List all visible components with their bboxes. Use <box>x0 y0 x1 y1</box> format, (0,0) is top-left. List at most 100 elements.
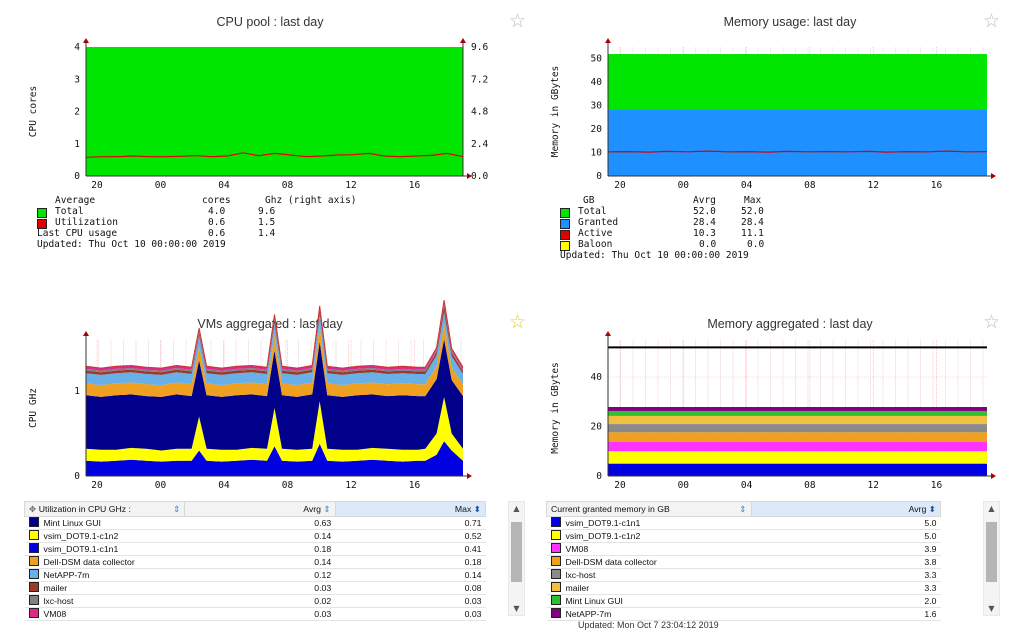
legend-label-granted: Granted <box>578 217 619 228</box>
vm-name: Mint Linux GUI <box>565 596 623 606</box>
y2-tick-label: 2.4 <box>471 139 488 150</box>
move-icon: ✥ <box>29 503 37 514</box>
legend-header-ghz: Ghz (right axis) <box>265 195 357 206</box>
table-row[interactable]: NetAPP-7m 1.6 <box>546 607 941 621</box>
y-axis-arrow <box>605 38 611 43</box>
column-header-name[interactable]: ✥ Utilization in CPU GHz : ⇕ <box>23 501 186 517</box>
memory-aggregated-chart: 0 20 40 20 00 04 08 12 16 Memory in GBytes <box>550 331 996 491</box>
table-row[interactable]: VM08 3.9 <box>546 542 941 556</box>
x-axis-arrow <box>991 173 996 179</box>
table-scrollbar[interactable]: ▲ ▼ <box>983 501 1000 616</box>
scroll-thumb[interactable] <box>511 522 522 582</box>
table-row[interactable]: vsim_DOT9.1-c1n1 5.0 <box>546 516 941 530</box>
table-scrollbar[interactable]: ▲ ▼ <box>508 501 525 616</box>
x-tick-label: 00 <box>155 480 167 491</box>
memory-granted-table: Current granted memory in GB ⇕ Avrg ⬍ vs… <box>546 501 942 621</box>
favorite-star-icon[interactable]: ☆ <box>509 311 527 333</box>
x-tick-label: 20 <box>614 480 626 491</box>
vm-avrg-cell: 0.63 <box>184 516 336 530</box>
scroll-down-icon[interactable]: ▼ <box>513 604 520 613</box>
table-row[interactable]: lxc-host 3.3 <box>546 568 941 582</box>
vm-name-cell: lxc-host <box>24 594 185 608</box>
x-tick-label: 00 <box>155 180 167 191</box>
y-axis-arrow <box>83 331 89 336</box>
legend-swatch-granted <box>560 219 570 229</box>
vm-max-cell: 0.18 <box>335 555 486 569</box>
vm-name: NetAPP-7m <box>43 570 90 580</box>
favorite-star-icon[interactable]: ☆ <box>509 10 527 32</box>
table-row[interactable]: Mint Linux GUI 2.0 <box>546 594 941 608</box>
legend-updated: Updated: Thu Oct 10 00:00:00 2019 <box>560 250 749 261</box>
sort-desc-icon: ⬍ <box>928 503 936 514</box>
table-row[interactable]: NetAPP-7m 0.12 0.14 <box>24 568 486 582</box>
column-header-label: Avrg <box>303 503 321 514</box>
vm-max-cell: 0.08 <box>335 581 486 595</box>
total-outline <box>85 300 464 369</box>
favorite-star-icon[interactable]: ☆ <box>983 311 1001 333</box>
favorite-star-icon[interactable]: ☆ <box>983 10 1001 32</box>
table-row[interactable]: VM08 0.03 0.03 <box>24 607 486 621</box>
scroll-up-icon[interactable]: ▲ <box>513 504 520 513</box>
y-tick-label: 20 <box>591 422 603 433</box>
table-row[interactable]: Dell-DSM data collector 3.8 <box>546 555 941 569</box>
table-row[interactable]: Mint Linux GUI 0.63 0.71 <box>24 516 486 530</box>
series-band-vsim-dot9-1-c1n1 <box>608 463 987 476</box>
legend-label-total: Total <box>55 206 84 217</box>
table-row[interactable]: vsim_DOT9.1-c1n2 0.14 0.52 <box>24 529 486 543</box>
y2-tick-label: 0.0 <box>471 171 488 182</box>
y-tick-label: 10 <box>591 148 603 159</box>
column-header-label: Current granted memory in GB <box>551 503 670 514</box>
legend-header-cores: cores <box>202 195 231 206</box>
column-header-name[interactable]: Current granted memory in GB ⇕ <box>546 501 752 517</box>
series-line-utilization <box>85 152 464 158</box>
table-row[interactable]: mailer 0.03 0.08 <box>24 581 486 595</box>
vm-name-cell: vsim_DOT9.1-c1n2 <box>24 529 185 543</box>
series-area-total <box>608 54 987 110</box>
column-header-avrg[interactable]: Avrg ⇕ <box>184 501 336 517</box>
vm-max-cell: 0.14 <box>335 568 486 582</box>
x-axis-arrow <box>467 173 472 179</box>
vm-avrg-cell: 0.03 <box>184 607 336 621</box>
legend-header-max: Max <box>744 195 762 206</box>
x-tick-label: 20 <box>91 180 103 191</box>
y-tick-label: 30 <box>591 101 603 112</box>
series-area-total <box>86 47 463 176</box>
table-row[interactable]: Dell-DSM data collector 0.14 0.18 <box>24 555 486 569</box>
vm-max-cell: 0.52 <box>335 529 486 543</box>
column-header-label: Avrg <box>908 503 927 514</box>
column-header-max[interactable]: Max ⬍ <box>334 501 487 517</box>
column-header-avrg[interactable]: Avrg ⬍ <box>750 501 942 517</box>
legend-value-max: 52.0 <box>741 206 764 217</box>
legend-value-ghz: 9.6 <box>258 206 276 217</box>
legend-swatch-total <box>560 208 570 218</box>
vm-name: vsim_DOT9.1-c1n2 <box>43 531 119 541</box>
legend-value-ghz: 1.4 <box>258 228 276 239</box>
vm-avrg-cell: 3.8 <box>751 555 941 569</box>
series-band-lxc-host <box>608 424 987 433</box>
vm-color-swatch <box>28 595 39 605</box>
series-area-mint-linux-gui <box>86 339 463 451</box>
legend-value-avrg: 28.4 <box>693 217 716 228</box>
x-tick-label: 12 <box>867 180 878 191</box>
x-tick-label: 04 <box>741 180 753 191</box>
series-band-dell-dsm-data-collector <box>608 432 987 442</box>
table-row[interactable]: vsim_DOT9.1-c1n1 0.18 0.41 <box>24 542 486 556</box>
column-header-label: Max <box>454 503 472 514</box>
scroll-up-icon[interactable]: ▲ <box>988 504 995 513</box>
table-row[interactable]: mailer 3.3 <box>546 581 941 595</box>
scroll-thumb[interactable] <box>986 522 997 582</box>
scroll-down-icon[interactable]: ▼ <box>988 604 995 613</box>
table-row[interactable]: vsim_DOT9.1-c1n2 5.0 <box>546 529 941 543</box>
x-tick-label: 20 <box>614 180 626 191</box>
vm-name: vsim_DOT9.1-c1n1 <box>565 518 641 528</box>
y-tick-label: 40 <box>591 372 603 383</box>
series-band-mint-linux-gui <box>608 410 987 416</box>
table-row[interactable]: lxc-host 0.02 0.03 <box>24 594 486 608</box>
y2-tick-label: 9.6 <box>471 42 488 53</box>
vm-name: lxc-host <box>565 570 596 580</box>
vm-color-swatch <box>28 608 39 618</box>
vm-color-swatch <box>28 556 39 566</box>
x-tick-label: 04 <box>218 480 230 491</box>
series-area-vsim-dot9-1-c1n1 <box>86 441 463 476</box>
y-axis-label: CPU GHz <box>28 388 39 428</box>
